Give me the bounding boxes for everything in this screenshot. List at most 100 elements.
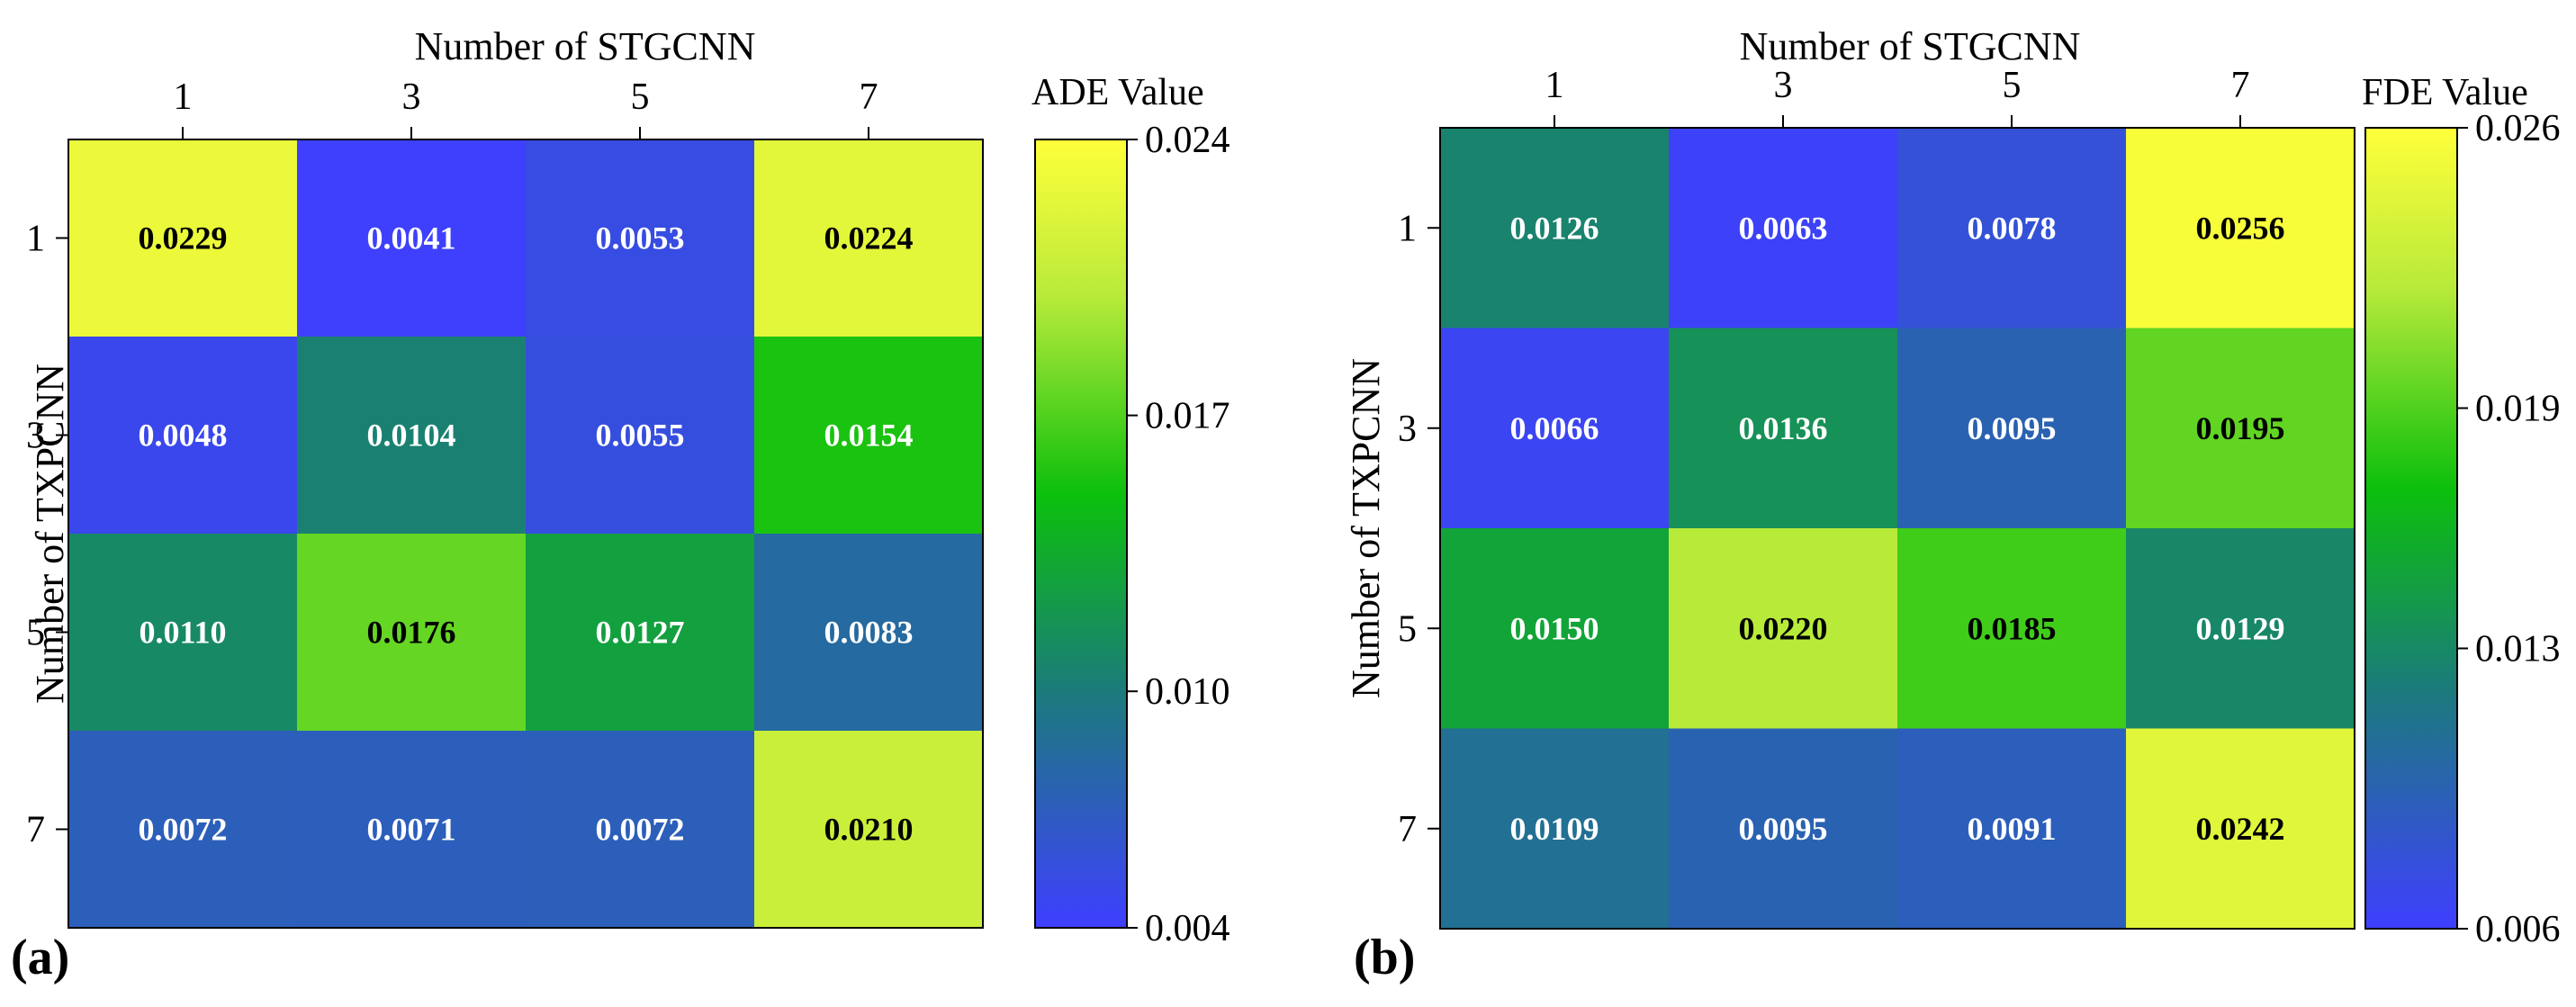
colorbar-title: ADE Value: [1031, 72, 1204, 113]
colorbar-tick-label: 0.004: [1145, 908, 1230, 949]
heatmap-cell-r2-c4: [754, 337, 984, 535]
heatmap-cell-r4-c1: [68, 731, 298, 929]
cell-value-label: 0.0055: [596, 418, 685, 454]
colorbar-tick-label: 0.013: [2475, 629, 2561, 670]
y-tick-label: 7: [1398, 809, 1417, 850]
cell-value-label: 0.0083: [824, 615, 914, 651]
cell-value-label: 0.0095: [1968, 410, 2057, 446]
heatmap-cell-r2-c2: [1669, 328, 1898, 529]
heatmap-cell-r3-c1: [1440, 528, 1670, 729]
colorbar-tick-label: 0.024: [1145, 120, 1230, 161]
heatmap-cell-r2-c3: [526, 337, 755, 535]
y-axis-title: Number of TXPCNN: [28, 364, 72, 704]
cell-value-label: 0.0104: [367, 418, 456, 454]
cell-value-label: 0.0091: [1968, 811, 2057, 847]
cell-value-label: 0.0242: [2196, 811, 2285, 847]
y-tick-label: 5: [26, 613, 45, 654]
x-axis-title: Number of STGCNN: [1740, 24, 2081, 68]
y-axis-title: Number of TXPCNN: [1344, 358, 1388, 698]
plot-frame: [1439, 127, 2355, 930]
cell-value-label: 0.0176: [367, 615, 456, 651]
heatmap-cell-r4-c2: [1669, 728, 1898, 930]
x-axis-title: Number of STGCNN: [415, 24, 756, 68]
colorbar: [1034, 139, 1128, 929]
heatmap-cell-r4-c3: [526, 731, 755, 929]
heatmap-panel-a: 0.0229 0.004 1 0.0053 0.0224 0.0048 0.0104 0.00…: [11, 24, 1230, 985]
heatmap-cell-r1-c3: [1897, 128, 2127, 328]
x-tick-label: 7: [860, 76, 878, 118]
cell-value-label: 0.0220: [1739, 610, 1828, 646]
cell-value-label: 0.0256: [2196, 210, 2285, 246]
panel-label: (a): [11, 930, 69, 985]
cell-value-label: 0.0224: [824, 220, 914, 256]
x-tick-label: 1: [174, 76, 193, 118]
heatmap-cell-r2-c4: [2126, 328, 2355, 529]
cell-value-label: 0.0150: [1510, 610, 1599, 646]
heatmap-cell-r3-c1: [68, 534, 298, 732]
plot-frame: [68, 139, 984, 929]
heatmap-cell-r1-c4: [754, 139, 984, 337]
heatmap-cell-r3-c4: [2126, 528, 2355, 729]
heatmap-cell-r1-c2: [1669, 128, 1898, 328]
y-tick-label: 1: [26, 219, 45, 260]
cell-value-label: 0.0048: [139, 418, 228, 454]
heatmap-cell-r4-c1: [1440, 728, 1670, 930]
cell-value-label: 0.0110: [139, 615, 226, 651]
x-tick-label: 5: [2003, 65, 2022, 106]
cell-value-label: 0.0210: [824, 812, 914, 848]
x-tick-label: 1: [1545, 65, 1564, 106]
cell-value-label: 0.0072: [139, 812, 228, 848]
cell-value-label: 0.0063: [1739, 210, 1828, 246]
colorbar-tick-label: 0.019: [2475, 389, 2561, 430]
panel-label: (b): [1354, 930, 1415, 985]
colorbar-tick-label: 0.010: [1145, 671, 1230, 713]
colorbar-tick-label: 0.017: [1145, 396, 1230, 437]
cell-value-label: 0.0127: [596, 615, 685, 651]
heatmap-cell-r4-c4: [2126, 728, 2355, 930]
cell-value-label: 0.0136: [1739, 410, 1828, 446]
heatmap-cell-r3-c2: [297, 534, 527, 732]
cell-value-label: 0.0071: [367, 812, 456, 848]
cell-value-label: 0.0095: [1739, 811, 1828, 847]
cell-value-label: 0.0072: [596, 812, 685, 848]
heatmap-cell-r2-c1: [68, 337, 298, 535]
heatmap-cell-r2-c2: [297, 337, 527, 535]
cell-value-label: 0.0129: [2196, 610, 2285, 646]
y-tick-label: 1: [1398, 208, 1417, 249]
y-tick-label: 3: [26, 416, 45, 457]
cell-value-label: 0.0109: [1510, 811, 1599, 847]
cell-value-label: 0.0078: [1968, 210, 2057, 246]
cell-value-label: 0.0229: [139, 220, 228, 256]
heatmap-cell-r1-c1: [1440, 128, 1670, 328]
heatmap-cell-r3-c3: [1897, 528, 2127, 729]
colorbar-tick-label: 0.006: [2475, 909, 2561, 950]
cell-value-label: 0.0185: [1968, 610, 2057, 646]
heatmap-cell-r3-c4: [754, 534, 984, 732]
cell-value-label: 0.0126: [1510, 210, 1599, 246]
colorbar-tick-label: 0.026: [2475, 108, 2561, 149]
heatmap-cell-r4-c3: [1897, 728, 2127, 930]
x-tick-label: 7: [2231, 65, 2250, 106]
heatmap-cell-r1-c3: [526, 139, 755, 337]
cell-value-label: 0.0066: [1510, 410, 1599, 446]
x-tick-label: 3: [402, 76, 421, 118]
cell-value-label: 0.0053: [596, 220, 685, 256]
cell-value-label: 0.0195: [2196, 410, 2285, 446]
heatmap-cell-r4-c2: [297, 731, 527, 929]
heatmap-cell-r2-c3: [1897, 328, 2127, 529]
cell-value-label: 0.0154: [824, 418, 914, 454]
heatmap-cell-r3-c2: [1669, 528, 1898, 729]
y-tick-label: 3: [1398, 409, 1417, 450]
heatmap-cell-r1-c4: [2126, 128, 2355, 328]
y-tick-label: 5: [1398, 608, 1417, 650]
colorbar-title: FDE Value: [2362, 72, 2528, 113]
colorbar: [2364, 127, 2458, 930]
x-tick-label: 5: [631, 76, 650, 118]
heatmap-cell-r4-c4: [754, 731, 984, 929]
x-tick-label: 3: [1774, 65, 1793, 106]
heatmap-cell-r1-c1: [68, 139, 298, 337]
heatmap-cell-r3-c3: [526, 534, 755, 732]
heatmap-cell-r1-c2: [297, 139, 527, 337]
